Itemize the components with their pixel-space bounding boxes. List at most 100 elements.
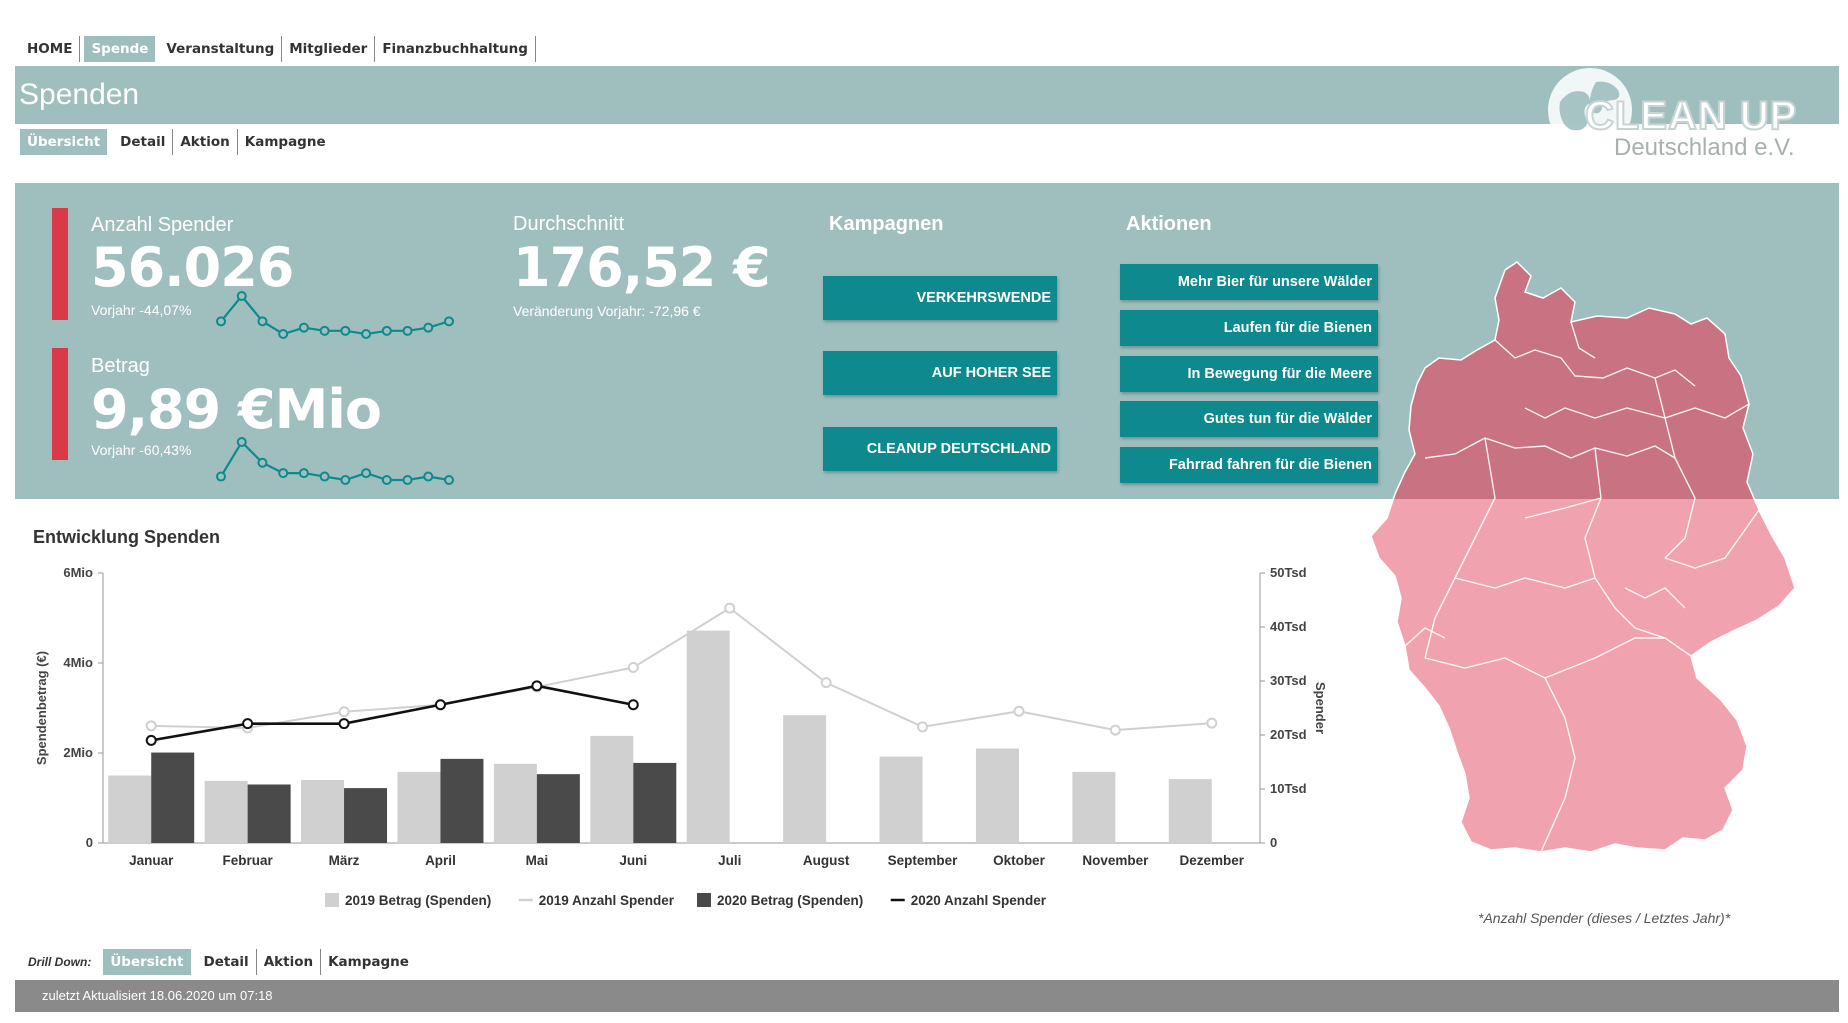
- y-tick-label: 4Mio: [63, 655, 93, 670]
- amount-sparkline-point-10[interactable]: [423, 471, 434, 482]
- drill-down-nav: Drill Down: Übersicht Detail Aktion Kamp…: [28, 949, 416, 975]
- line-point-2019-5[interactable]: [627, 662, 639, 673]
- subnav-detail[interactable]: Detail: [113, 129, 174, 155]
- action-button-laufen-bienen[interactable]: Laufen für die Bienen: [1120, 310, 1378, 346]
- x-tick-label: März: [329, 853, 360, 868]
- bar-2019-11[interactable]: [1168, 779, 1212, 843]
- drill-kampagne[interactable]: Kampagne: [328, 954, 409, 970]
- line-point-2020-1[interactable]: [242, 718, 254, 730]
- action-button-gutes-waelder[interactable]: Gutes tun für die Wälder: [1120, 401, 1378, 437]
- line-point-2020-3[interactable]: [434, 699, 446, 711]
- bar-2020-3[interactable]: [440, 758, 484, 843]
- bar-2020-5[interactable]: [633, 762, 677, 843]
- donors-sparkline-point-7[interactable]: [361, 329, 372, 339]
- donors-sparkline-point-0[interactable]: [216, 316, 226, 327]
- amount-sparkline-point-6[interactable]: [340, 475, 351, 485]
- line-point-2020-5[interactable]: [627, 699, 639, 711]
- bar-2019-8[interactable]: [879, 756, 923, 843]
- nav-mitglieder[interactable]: Mitglieder: [282, 36, 376, 62]
- line-point-2019-9[interactable]: [1013, 705, 1025, 717]
- amount-sparkline-point-7[interactable]: [361, 468, 372, 479]
- line-point-2019-10[interactable]: [1109, 724, 1121, 736]
- y2-tick-label: 0: [1270, 835, 1277, 850]
- bar-2019-10[interactable]: [1072, 771, 1116, 843]
- line-point-2019-7[interactable]: [820, 677, 832, 689]
- drill-down-label: Drill Down:: [28, 955, 92, 969]
- amount-sparkline-line: [220, 440, 450, 482]
- donors-sparkline-point-5[interactable]: [319, 325, 330, 336]
- bar-2019-9[interactable]: [975, 748, 1019, 844]
- x-tick-label: Februar: [222, 853, 273, 868]
- donors-sparkline-point-2[interactable]: [257, 316, 268, 327]
- chart-title: Entwicklung Spenden: [33, 527, 221, 547]
- bar-2019-6[interactable]: [686, 630, 730, 843]
- drill-aktion[interactable]: Aktion: [257, 949, 322, 975]
- campaigns-heading: Kampagnen: [829, 213, 944, 235]
- legend-item-0[interactable]: 2019 Betrag (Spenden): [325, 893, 491, 908]
- action-button-bier-waelder[interactable]: Mehr Bier für unsere Wälder: [1120, 264, 1378, 300]
- donors-sparkline-point-1[interactable]: [236, 291, 247, 301]
- amount-sparkline-point-5[interactable]: [319, 471, 330, 482]
- amount-sparkline-point-11[interactable]: [444, 475, 454, 485]
- nav-home[interactable]: HOME: [20, 36, 81, 62]
- line-point-2019-11[interactable]: [1206, 717, 1218, 729]
- y2-tick-label: 40Tsd: [1270, 619, 1307, 634]
- x-tick-label: April: [425, 853, 456, 868]
- donations-chart: 0 2Mio 4Mio 6Mio 0 10Tsd 20Tsd 30Tsd 40Tsd 50Tsd S…: [34, 565, 1328, 908]
- donors-sparkline-point-10[interactable]: [423, 322, 434, 333]
- bar-2019-3[interactable]: [397, 771, 441, 843]
- campaign-button-verkehrswende[interactable]: VERKEHRSWENDE: [823, 276, 1057, 320]
- line-point-2019-2[interactable]: [338, 706, 350, 718]
- bar-2020-2[interactable]: [344, 788, 388, 843]
- campaign-button-cleanup-deutschland[interactable]: CLEANUP DEUTSCHLAND: [823, 427, 1057, 471]
- bar-2020-4[interactable]: [536, 774, 580, 843]
- amount-sparkline-point-4[interactable]: [298, 468, 309, 479]
- bar-2019-7[interactable]: [783, 715, 827, 843]
- line-point-2019-0[interactable]: [145, 720, 157, 732]
- action-button-fahrrad-bienen[interactable]: Fahrrad fahren für die Bienen: [1120, 447, 1378, 483]
- drill-detail[interactable]: Detail: [197, 949, 257, 975]
- amount-sparkline-point-3[interactable]: [278, 468, 289, 479]
- amount-sparkline-point-8[interactable]: [381, 475, 392, 485]
- kpi-average-sub: Veränderung Vorjahr: -72,96 €: [513, 303, 701, 319]
- x-tick-label: August: [803, 853, 850, 868]
- bar-2019-1[interactable]: [204, 780, 248, 843]
- subnav-uebersicht[interactable]: Übersicht: [20, 129, 108, 155]
- donors-sparkline-point-6[interactable]: [340, 325, 351, 336]
- line-point-2019-8[interactable]: [917, 721, 929, 733]
- donors-sparkline-point-8[interactable]: [381, 325, 392, 336]
- legend-swatch: [325, 893, 339, 907]
- amount-sparkline-point-9[interactable]: [402, 475, 413, 485]
- amount-sparkline-point-1[interactable]: [236, 437, 247, 447]
- nav-veranstaltung[interactable]: Veranstaltung: [159, 36, 283, 62]
- nav-spende[interactable]: Spende: [84, 36, 156, 62]
- x-tick-label: Juni: [619, 853, 647, 868]
- drill-uebersicht[interactable]: Übersicht: [103, 949, 191, 975]
- legend-item-3[interactable]: 2020 Anzahl Spender: [890, 893, 1047, 908]
- action-button-bewegung-meere[interactable]: In Bewegung für die Meere: [1120, 356, 1378, 392]
- donors-sparkline-point-9[interactable]: [402, 325, 413, 336]
- line-point-2019-6[interactable]: [724, 602, 736, 614]
- donors-sparkline-point-11[interactable]: [444, 316, 454, 327]
- bar-2020-1[interactable]: [247, 784, 291, 844]
- state-borders: [1404, 321, 1760, 853]
- subnav-kampagne[interactable]: Kampagne: [244, 134, 326, 150]
- germany-map: [1370, 261, 1796, 853]
- line-point-2020-2[interactable]: [338, 718, 350, 730]
- bar-2019-0[interactable]: [108, 775, 152, 844]
- bar-2020-0[interactable]: [151, 752, 195, 843]
- bar-2019-4[interactable]: [493, 763, 537, 843]
- line-point-2020-0[interactable]: [145, 734, 157, 746]
- campaign-button-auf-hoher-see[interactable]: AUF HOHER SEE: [823, 351, 1057, 395]
- donors-sparkline-point-3[interactable]: [278, 329, 289, 339]
- bar-2019-2[interactable]: [301, 780, 345, 843]
- bar-2019-5[interactable]: [590, 735, 634, 843]
- amount-sparkline-point-2[interactable]: [257, 457, 268, 468]
- nav-finanzbuchhaltung[interactable]: Finanzbuchhaltung: [375, 36, 536, 62]
- line-point-2020-4[interactable]: [531, 680, 543, 692]
- amount-sparkline-point-0[interactable]: [216, 471, 226, 482]
- subnav-aktion[interactable]: Aktion: [173, 129, 238, 155]
- donors-sparkline-point-4[interactable]: [298, 322, 309, 333]
- legend-item-1[interactable]: 2019 Anzahl Spender: [518, 893, 675, 908]
- legend-item-2[interactable]: 2020 Betrag (Spenden): [697, 893, 863, 908]
